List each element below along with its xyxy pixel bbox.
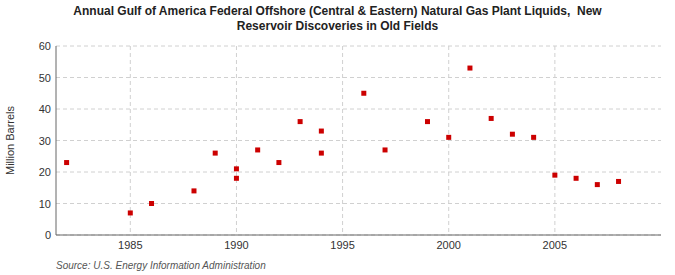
- chart-container: Annual Gulf of America Federal Offshore …: [0, 0, 675, 275]
- point: [276, 160, 281, 165]
- point: [531, 135, 536, 140]
- point: [383, 147, 388, 152]
- point: [128, 210, 133, 215]
- x-axis-line: [56, 235, 661, 236]
- grid-line-x: [342, 46, 343, 235]
- point: [489, 116, 494, 121]
- point: [467, 66, 472, 71]
- x-tick-label: 1985: [118, 239, 142, 251]
- point: [64, 160, 69, 165]
- point: [552, 173, 557, 178]
- background: [0, 0, 675, 275]
- point: [234, 176, 239, 181]
- ticks: 1985 1990 1995 2000 2005 0 10 20 30 40 50 60: [39, 40, 567, 251]
- title: Annual Gulf of America Federal Offshore …: [73, 4, 602, 18]
- x-tick-label: 2000: [436, 239, 460, 251]
- point: [595, 182, 600, 187]
- point: [446, 135, 451, 140]
- grid-line-x: [236, 46, 237, 235]
- grid-line-y: [56, 46, 661, 47]
- source-note: Source: U.S. Energy Information Administ…: [56, 260, 266, 271]
- y-axis-line: [56, 46, 57, 235]
- points: [64, 66, 621, 216]
- point: [319, 129, 324, 134]
- point: [616, 179, 621, 184]
- grid: [56, 46, 661, 235]
- grid-line-x: [130, 46, 131, 235]
- point: [510, 132, 515, 137]
- y-tick-label: 50: [39, 72, 51, 84]
- y-axis-label: Million Barrels: [4, 105, 16, 175]
- y-tick-label: 0: [45, 229, 51, 241]
- y-tick-label: 30: [39, 135, 51, 147]
- grid-line-y: [56, 235, 661, 236]
- y-tick-label: 40: [39, 103, 51, 115]
- grid-line-y: [56, 172, 661, 173]
- point: [574, 176, 579, 181]
- point: [319, 151, 324, 156]
- x-tick-label: 2005: [543, 239, 567, 251]
- point: [149, 201, 154, 206]
- grid-line-x: [448, 46, 449, 235]
- y-tick-label: 20: [39, 166, 51, 178]
- chart-svg: Annual Gulf of America Federal Offshore …: [0, 0, 675, 275]
- point: [191, 188, 196, 193]
- grid-line-y: [56, 109, 661, 110]
- title: Reservoir Discoveries in Old Fields: [237, 19, 439, 33]
- grid-line-y: [56, 77, 661, 78]
- title-group: Annual Gulf of America Federal Offshore …: [73, 4, 602, 33]
- grid-line-y: [56, 203, 661, 204]
- y-tick-label: 60: [39, 40, 51, 52]
- x-tick-label: 1990: [224, 239, 248, 251]
- x-tick-label: 1995: [330, 239, 354, 251]
- point: [425, 119, 430, 124]
- point: [361, 91, 366, 96]
- grid-line-x: [554, 46, 555, 235]
- grid-line-y: [56, 140, 661, 141]
- y-tick-label: 10: [39, 198, 51, 210]
- point: [255, 147, 260, 152]
- point: [213, 151, 218, 156]
- point: [298, 119, 303, 124]
- point: [234, 166, 239, 171]
